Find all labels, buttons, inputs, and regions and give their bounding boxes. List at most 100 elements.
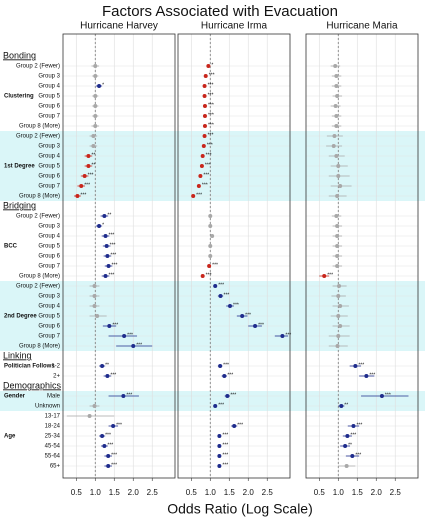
point-estimate bbox=[333, 104, 338, 108]
point-estimate bbox=[93, 124, 98, 128]
point-estimate bbox=[97, 224, 102, 228]
point-estimate bbox=[213, 284, 218, 288]
significance-label: *** bbox=[350, 432, 356, 438]
point-estimate bbox=[121, 394, 126, 398]
significance-label: *** bbox=[218, 402, 224, 408]
point-estimate bbox=[93, 64, 98, 68]
point-estimate bbox=[100, 364, 105, 368]
significance-label: *** bbox=[245, 312, 251, 318]
significance-label: ** bbox=[107, 212, 111, 218]
point-estimate bbox=[104, 244, 109, 248]
point-estimate bbox=[102, 444, 107, 448]
point-estimate bbox=[335, 224, 340, 228]
row-label: Group 5 bbox=[38, 244, 60, 250]
row-label: 1-2 bbox=[51, 364, 60, 370]
significance-label: ** bbox=[348, 442, 352, 448]
row-label: Group 7 bbox=[38, 264, 60, 270]
row-label: Group 5 bbox=[38, 314, 60, 320]
significance-label: *** bbox=[110, 372, 116, 378]
point-estimate bbox=[280, 334, 285, 338]
group-label: 2nd Degree bbox=[4, 314, 37, 320]
point-estimate bbox=[334, 154, 339, 158]
significance-label: *** bbox=[109, 272, 115, 278]
significance-label: *** bbox=[209, 72, 215, 78]
point-estimate bbox=[106, 454, 111, 458]
point-estimate bbox=[218, 364, 223, 368]
point-estimate bbox=[200, 274, 205, 278]
significance-label: *** bbox=[105, 432, 111, 438]
point-estimate bbox=[107, 324, 112, 328]
x-tick-label: 1.5 bbox=[352, 488, 364, 497]
point-estimate bbox=[336, 314, 341, 318]
x-tick-label: 1.5 bbox=[109, 488, 121, 497]
point-estimate bbox=[95, 314, 100, 318]
significance-label: ** bbox=[91, 152, 95, 158]
panel-title: Hurricane Irma bbox=[201, 21, 268, 32]
significance-label: *** bbox=[233, 302, 239, 308]
point-estimate bbox=[213, 404, 218, 408]
significance-label: *** bbox=[224, 292, 230, 298]
point-estimate bbox=[91, 144, 96, 148]
significance-label: *** bbox=[110, 252, 116, 258]
significance-label: ** bbox=[91, 162, 95, 168]
x-axis-label: Odds Ratio (Log Scale) bbox=[167, 501, 313, 517]
significance-label: *** bbox=[208, 102, 214, 108]
row-label: Group 3 bbox=[38, 224, 60, 230]
point-estimate bbox=[103, 274, 108, 278]
significance-label: *** bbox=[202, 182, 208, 188]
row-label: Group 7 bbox=[38, 184, 60, 190]
point-estimate bbox=[196, 184, 201, 188]
point-estimate bbox=[200, 154, 205, 158]
point-estimate bbox=[331, 144, 336, 148]
point-estimate bbox=[202, 94, 207, 98]
significance-label: *** bbox=[208, 132, 214, 138]
x-tick-label: 2.0 bbox=[371, 488, 383, 497]
significance-label: *** bbox=[237, 422, 243, 428]
point-estimate bbox=[91, 134, 96, 138]
significance-label: *** bbox=[385, 392, 391, 398]
significance-label: *** bbox=[258, 322, 264, 328]
point-estimate bbox=[207, 264, 212, 268]
point-estimate bbox=[79, 184, 84, 188]
row-label: 2+ bbox=[53, 374, 60, 380]
x-tick-label: 1.0 bbox=[90, 488, 102, 497]
point-estimate bbox=[93, 94, 98, 98]
panel-border bbox=[305, 33, 419, 479]
point-estimate bbox=[334, 214, 339, 218]
row-label: Group 4 bbox=[38, 154, 60, 160]
point-estimate bbox=[202, 104, 207, 108]
point-estimate bbox=[334, 74, 339, 78]
x-tick-label: 0.5 bbox=[186, 488, 198, 497]
point-estimate bbox=[131, 344, 136, 348]
point-estimate bbox=[344, 464, 349, 468]
significance-label: *** bbox=[111, 452, 117, 458]
point-estimate bbox=[217, 444, 222, 448]
x-tick-label: 1.5 bbox=[224, 488, 236, 497]
group-label: Age bbox=[4, 434, 16, 440]
point-estimate bbox=[86, 164, 91, 168]
point-estimate bbox=[105, 254, 110, 258]
point-estimate bbox=[332, 134, 337, 138]
row-label: Group 3 bbox=[38, 294, 60, 300]
row-label: Group 8 (More) bbox=[19, 274, 60, 280]
point-estimate bbox=[333, 64, 338, 68]
section-header: Bonding bbox=[3, 50, 36, 60]
point-estimate bbox=[338, 304, 343, 308]
significance-label: ** bbox=[344, 402, 348, 408]
point-estimate bbox=[379, 394, 384, 398]
significance-label: *** bbox=[208, 92, 214, 98]
point-estimate bbox=[336, 294, 341, 298]
point-estimate bbox=[106, 264, 111, 268]
point-estimate bbox=[202, 84, 207, 88]
point-estimate bbox=[225, 394, 230, 398]
significance-label: *** bbox=[88, 172, 94, 178]
significance-label: *** bbox=[84, 182, 90, 188]
point-estimate bbox=[201, 144, 206, 148]
panel-border bbox=[177, 33, 291, 479]
row-label: Group 6 bbox=[38, 104, 60, 110]
point-estimate bbox=[93, 104, 98, 108]
point-estimate bbox=[335, 234, 340, 238]
point-estimate bbox=[335, 194, 340, 198]
significance-label: *** bbox=[136, 342, 142, 348]
row-label: 45-54 bbox=[45, 444, 61, 450]
